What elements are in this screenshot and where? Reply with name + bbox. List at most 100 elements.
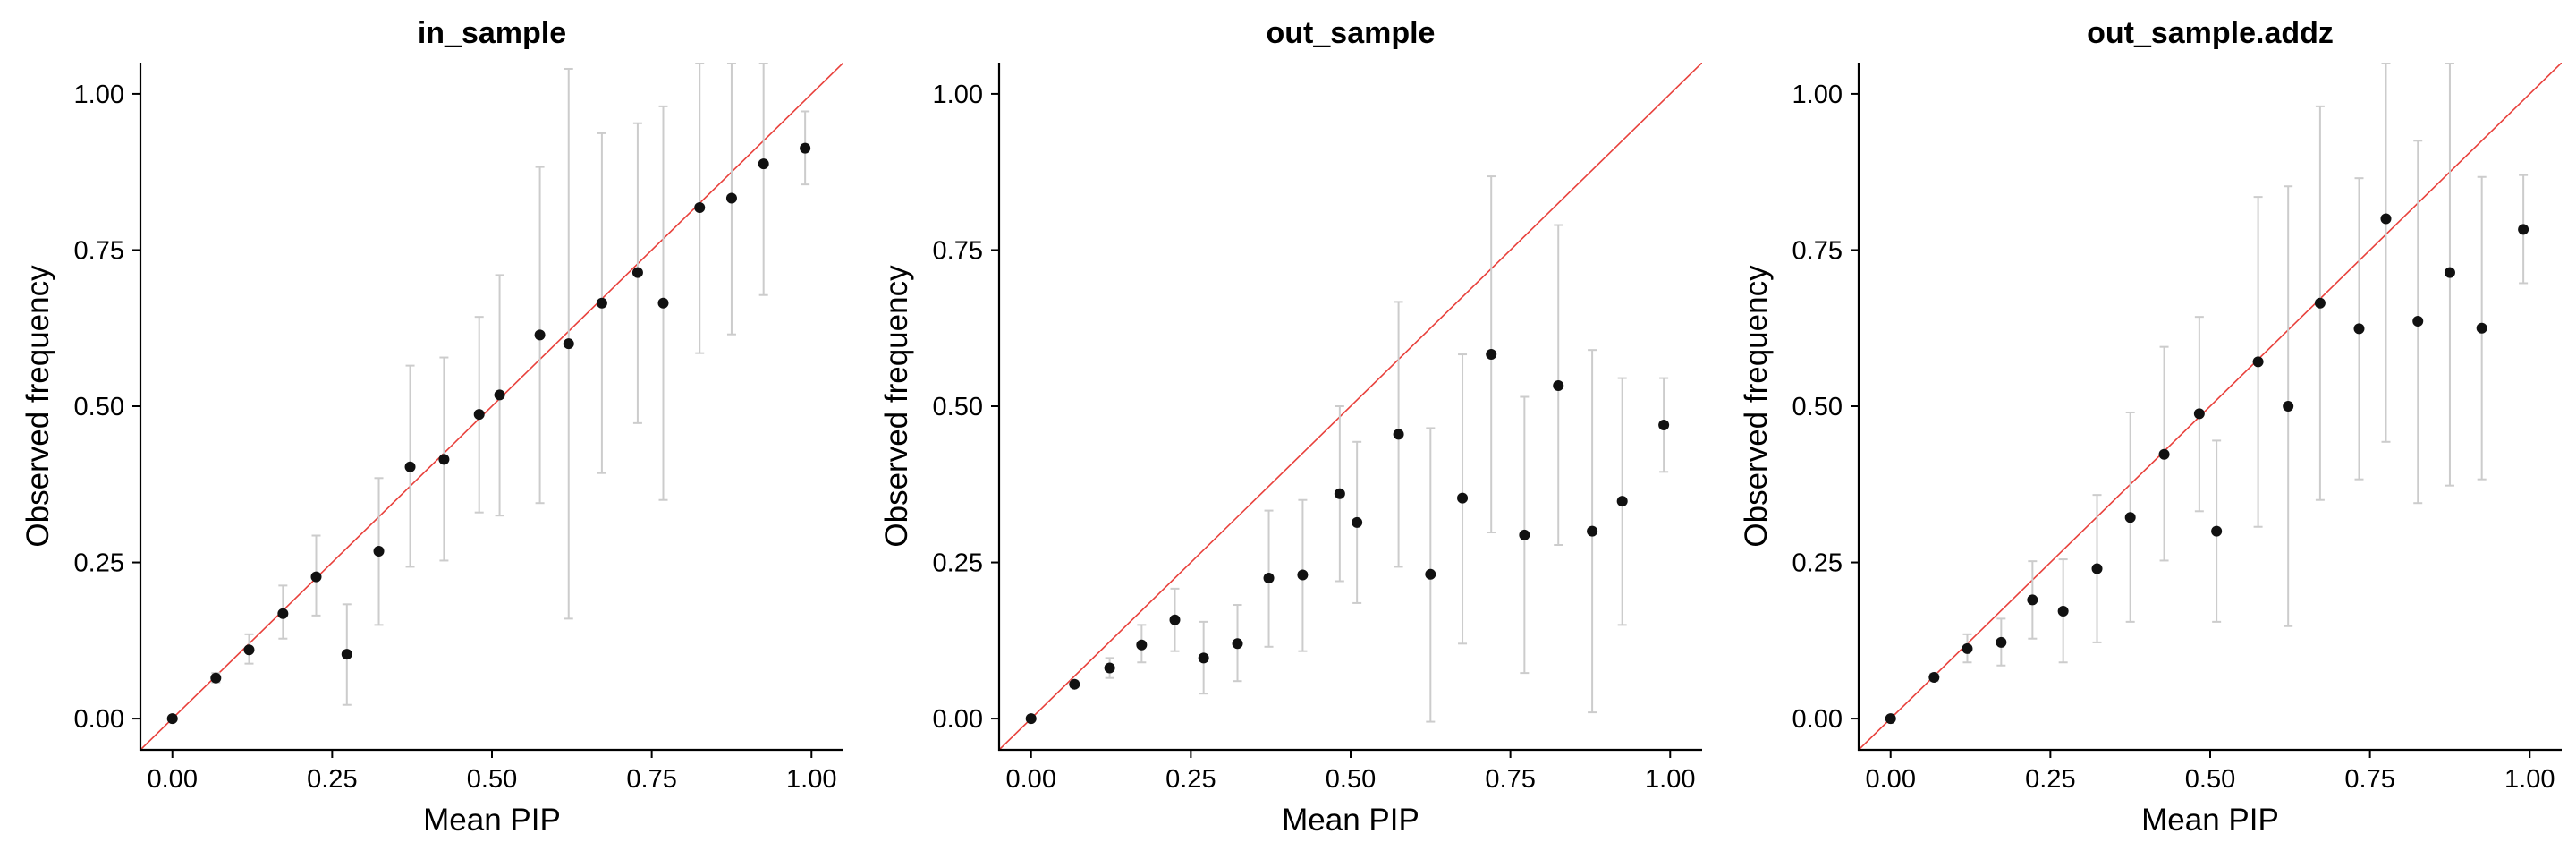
data-point [631, 267, 643, 278]
data-point [373, 545, 385, 557]
data-point [1169, 614, 1181, 625]
data-point [694, 201, 706, 213]
data-point [494, 389, 505, 401]
x-tick-label: 0.25 [307, 765, 357, 794]
data-point [2444, 267, 2455, 278]
data-point [1104, 662, 1115, 674]
data-point [1658, 419, 1670, 430]
data-point [2380, 213, 2392, 225]
data-point [1025, 713, 1037, 725]
data-point [657, 297, 669, 309]
reference-line [1859, 63, 2562, 750]
data-point [758, 158, 769, 170]
data-point [1334, 488, 1345, 499]
data-point [2412, 316, 2424, 327]
data-point [1297, 569, 1309, 581]
data-point [725, 192, 737, 204]
y-tick-label: 0.00 [74, 705, 124, 734]
x-tick-label: 0.00 [148, 765, 198, 794]
data-point [2283, 401, 2294, 412]
y-tick-label: 1.00 [1792, 81, 1843, 109]
x-tick-label: 0.75 [2344, 765, 2394, 794]
y-axis-label: Observed frequency [1739, 265, 1774, 548]
reference-line [999, 63, 1702, 750]
error-bar [2381, 63, 2391, 443]
data-point [800, 142, 811, 154]
chart-title: in_sample [418, 16, 566, 50]
data-point [2252, 356, 2264, 368]
y-axis-label: Observed frequency [879, 265, 914, 548]
data-point [1587, 525, 1598, 537]
data-point [473, 409, 485, 421]
data-point [2057, 606, 2069, 617]
y-tick-label: 0.75 [74, 236, 124, 265]
data-point [310, 571, 322, 583]
x-axis-label: Mean PIP [2141, 803, 2279, 838]
data-point [277, 608, 289, 619]
data-point [596, 297, 607, 309]
data-point [1616, 496, 1628, 507]
y-tick-label: 0.50 [933, 393, 983, 421]
x-tick-label: 1.00 [786, 765, 836, 794]
data-point [210, 672, 222, 684]
data-point [1486, 349, 1497, 361]
x-tick-label: 0.00 [1006, 765, 1056, 794]
data-point [1393, 429, 1404, 440]
error-bar [758, 63, 768, 296]
data-point [438, 454, 450, 465]
data-point [534, 329, 546, 341]
data-point [1263, 573, 1275, 583]
data-point [1553, 379, 1564, 391]
chart-panel-3: out_sample.addz 0.00 0.25 0.50 0.75 1.00 0.00 0… [1739, 16, 2562, 838]
y-tick-label: 0.75 [1792, 236, 1843, 265]
chart-title: out_sample.addz [2087, 16, 2334, 50]
data-point [1136, 639, 1148, 651]
x-tick-label: 1.00 [1645, 765, 1695, 794]
x-tick-label: 0.50 [2185, 765, 2235, 794]
data-point [1519, 529, 1530, 540]
data-point [1198, 652, 1209, 664]
data-point [1885, 713, 1896, 725]
x-tick-label: 0.75 [1485, 765, 1535, 794]
data-point [2091, 563, 2103, 574]
data-point [2211, 525, 2223, 537]
chart-panel-2: out_sample 0.00 0.25 0.50 0.75 1.00 0.00 0.25 0.… [879, 16, 1702, 838]
x-axis-label: Mean PIP [423, 803, 561, 838]
chart-panel-1: in_sample 0.00 0.25 0.50 0.75 1.00 0.00 0.25 0.5… [21, 16, 843, 838]
data-point [1425, 568, 1436, 580]
y-tick-label: 0.75 [933, 236, 983, 265]
data-point [2027, 594, 2038, 606]
y-tick-label: 0.00 [1792, 705, 1843, 734]
data-point [1928, 672, 1940, 684]
x-tick-label: 0.25 [2025, 765, 2075, 794]
data-point [166, 713, 178, 725]
data-point [1352, 516, 1363, 528]
x-tick-label: 0.50 [467, 765, 517, 794]
y-tick-label: 0.50 [74, 393, 124, 421]
y-tick-label: 0.50 [1792, 393, 1843, 421]
data-point [1069, 678, 1080, 690]
data-point [2314, 297, 2326, 309]
data-point [2124, 512, 2136, 523]
data-point [2193, 408, 2205, 420]
x-tick-label: 0.50 [1326, 765, 1376, 794]
data-point [2353, 323, 2365, 335]
y-axis-label: Observed frequency [21, 265, 55, 548]
data-point [2158, 448, 2170, 460]
data-point [1962, 642, 1973, 654]
data-point [2518, 224, 2529, 235]
data-point [1457, 492, 1469, 504]
data-point [2476, 322, 2487, 334]
chart-title: out_sample [1267, 16, 1436, 50]
x-tick-label: 1.00 [2504, 765, 2555, 794]
data-point [1996, 636, 2007, 648]
y-tick-label: 0.00 [933, 705, 983, 734]
data-point [404, 461, 416, 472]
data-point [243, 644, 255, 656]
x-tick-label: 0.25 [1165, 765, 1216, 794]
reference-line [140, 63, 843, 750]
data-point [341, 649, 352, 660]
y-tick-label: 0.25 [933, 549, 983, 578]
y-tick-label: 0.25 [1792, 549, 1843, 578]
